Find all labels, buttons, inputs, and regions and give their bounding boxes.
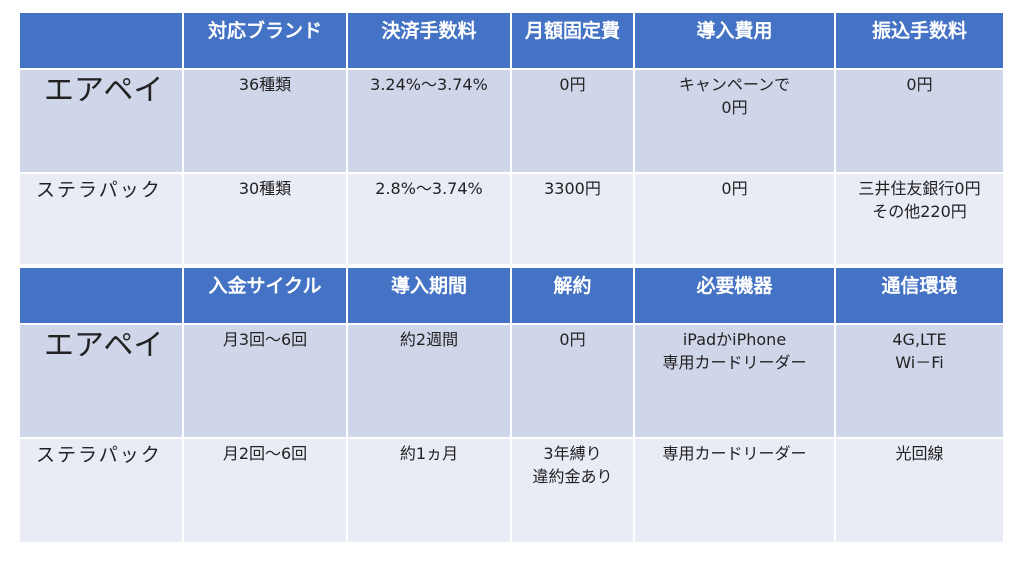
table-cell: 月3回～6回 — [184, 325, 348, 439]
row-label-text: ステラパック — [36, 179, 162, 201]
table-cell: 専用カードリーダー — [635, 439, 836, 542]
comparison-table-fees: 対応ブランド 決済手数料 月額固定費 導入費用 振込手数料 エアペイ 36種類 … — [20, 13, 1003, 264]
table-row: エアペイ 月3回～6回 約2週間 0円 iPadかiPhone 専用カードリーダ… — [20, 325, 1003, 439]
table-cell: 4G,LTE Wi－Fi — [836, 325, 1003, 439]
table-cell: 約1ヵ月 — [348, 439, 512, 542]
table-row: ステラパック 30種類 2.8%～3.74% 3300円 0円 三井住友銀行0円… — [20, 174, 1003, 264]
header-cell-empty — [20, 13, 184, 70]
header-cell-monthly: 月額固定費 — [512, 13, 635, 70]
table-cell: 3年縛り 違約金あり — [512, 439, 635, 542]
row-label: エアペイ — [20, 325, 184, 439]
header-cell-setup-period: 導入期間 — [348, 268, 512, 325]
header-cell-empty — [20, 268, 184, 325]
table-cell: 3.24%～3.74% — [348, 70, 512, 174]
table-cell: キャンペーンで 0円 — [635, 70, 836, 174]
row-label-text: ステラパック — [36, 444, 162, 466]
header-cell-deposit-cycle: 入金サイクル — [184, 268, 348, 325]
row-label-text: エアペイ — [44, 73, 164, 108]
header-cell-setup: 導入費用 — [635, 13, 836, 70]
table-cell: 2.8%～3.74% — [348, 174, 512, 264]
header-cell-fee: 決済手数料 — [348, 13, 512, 70]
table-header-row: 入金サイクル 導入期間 解約 必要機器 通信環境 — [20, 268, 1003, 325]
table-cell: 3300円 — [512, 174, 635, 264]
table-cell: 30種類 — [184, 174, 348, 264]
table-row: ステラパック 月2回～6回 約1ヵ月 3年縛り 違約金あり 専用カードリーダー … — [20, 439, 1003, 542]
table-cell: 0円 — [512, 325, 635, 439]
header-cell-equipment: 必要機器 — [635, 268, 836, 325]
table-cell: 月2回～6回 — [184, 439, 348, 542]
table-cell: 0円 — [512, 70, 635, 174]
header-cell-network: 通信環境 — [836, 268, 1003, 325]
header-cell-brands: 対応ブランド — [184, 13, 348, 70]
header-cell-cancellation: 解約 — [512, 268, 635, 325]
header-cell-transfer: 振込手数料 — [836, 13, 1003, 70]
row-label: エアペイ — [20, 70, 184, 174]
table-cell: 光回線 — [836, 439, 1003, 542]
table-cell: 0円 — [635, 174, 836, 264]
table-row: エアペイ 36種類 3.24%～3.74% 0円 キャンペーンで 0円 0円 — [20, 70, 1003, 174]
table-cell: 36種類 — [184, 70, 348, 174]
row-label-text: エアペイ — [44, 328, 164, 363]
table-cell: iPadかiPhone 専用カードリーダー — [635, 325, 836, 439]
table-cell: 三井住友銀行0円 その他220円 — [836, 174, 1003, 264]
table-cell: 約2週間 — [348, 325, 512, 439]
table-cell: 0円 — [836, 70, 1003, 174]
row-label: ステラパック — [20, 439, 184, 542]
comparison-table-operations: 入金サイクル 導入期間 解約 必要機器 通信環境 エアペイ 月3回～6回 約2週… — [20, 268, 1003, 542]
row-label: ステラパック — [20, 174, 184, 264]
table-header-row: 対応ブランド 決済手数料 月額固定費 導入費用 振込手数料 — [20, 13, 1003, 70]
